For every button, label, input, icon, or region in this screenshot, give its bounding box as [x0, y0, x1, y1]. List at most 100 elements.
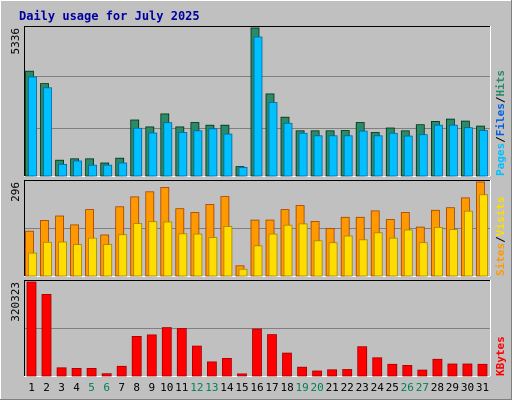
bar-kbytes-day-9 [146, 334, 157, 377]
x-tick-label: 16 [250, 381, 263, 394]
bar-kbytes-day-7 [116, 365, 127, 377]
bar-files-day-21 [328, 135, 338, 177]
x-tick-label: 30 [461, 381, 474, 394]
bar-kbytes-day-6 [101, 373, 112, 377]
panel-max-label: 320323 [9, 282, 22, 322]
bar-files-day-31 [479, 130, 488, 177]
bar-files-day-4 [73, 160, 82, 177]
bar-files-day-28 [433, 124, 443, 177]
x-tick-label: 18 [280, 381, 293, 394]
x-tick-label: 14 [220, 381, 234, 394]
bar-files-day-11 [178, 132, 188, 177]
legend-kbytes: KBytes [494, 336, 507, 376]
legend-text: KBytes [494, 336, 507, 376]
bar-sites-day-7 [118, 234, 128, 277]
x-tick-label: 10 [160, 381, 173, 394]
bar-kbytes-day-27 [417, 369, 428, 377]
legend-files: Files [494, 103, 507, 136]
legend-text: Pages/Files/Hits [494, 70, 507, 176]
bar-kbytes-day-2 [41, 293, 52, 377]
bar-sites-day-3 [58, 241, 67, 277]
bar-sites-day-21 [328, 242, 338, 277]
bar-sites-day-18 [283, 224, 293, 277]
bar-sites-day-23 [358, 239, 368, 277]
legend-hits: Hits [494, 70, 507, 97]
bar-sites-day-11 [178, 233, 188, 277]
bar-kbytes-day-23 [357, 346, 368, 377]
legend-pages: Pages [494, 143, 507, 176]
x-tick-label: 12 [190, 381, 203, 394]
bar-files-day-5 [88, 164, 97, 177]
panel-legend: Pages/Files/Hits [494, 70, 507, 176]
x-tick-label: 27 [416, 381, 429, 394]
bar-files-day-7 [118, 162, 128, 177]
x-tick-label: 1 [28, 381, 35, 394]
bar-sites-day-16 [253, 245, 263, 277]
bar-sites-day-28 [433, 226, 443, 277]
x-tick-label: 5 [88, 381, 95, 394]
bar-kbytes-day-26 [402, 364, 413, 377]
bar-files-day-17 [268, 102, 278, 177]
bar-kbytes-day-19 [297, 366, 308, 377]
x-tick-label: 23 [356, 381, 369, 394]
panel-legend: KBytes [494, 336, 507, 376]
bar-kbytes-day-14 [221, 357, 232, 377]
bar-sites-day-1 [28, 252, 37, 277]
x-tick-label: 3 [58, 381, 65, 394]
x-tick-label: 26 [401, 381, 414, 394]
x-tick-label: 22 [341, 381, 354, 394]
chart-title: Daily usage for July 2025 [19, 9, 200, 23]
x-tick-label: 24 [371, 381, 385, 394]
bar-files-day-24 [373, 135, 383, 177]
bar-files-day-13 [208, 128, 218, 177]
bar-kbytes-day-8 [131, 335, 142, 377]
bar-sites-day-27 [418, 242, 428, 277]
x-tick-label: 29 [446, 381, 459, 394]
bar-sites-day-13 [208, 237, 218, 277]
bar-sites-day-9 [148, 221, 158, 277]
bar-files-day-23 [358, 130, 368, 177]
x-tick-label: 20 [310, 381, 323, 394]
bar-kbytes-day-3 [56, 367, 67, 377]
bar-kbytes-day-22 [342, 369, 353, 377]
x-tick-label: 13 [205, 381, 218, 394]
bar-files-day-19 [298, 132, 308, 177]
bar-kbytes-day-1 [26, 281, 37, 377]
bar-files-day-26 [403, 135, 413, 177]
bar-kbytes-day-4 [71, 367, 82, 377]
legend-separator: / [494, 136, 507, 143]
bar-sites-day-5 [88, 237, 97, 277]
x-tick-label: 17 [265, 381, 278, 394]
x-tick-label: 19 [295, 381, 308, 394]
x-tick-label: 21 [326, 381, 339, 394]
chart-panels: 5336Pages/Files/Hits296Sites/Visits32032… [9, 26, 507, 377]
bar-kbytes-day-10 [161, 327, 172, 377]
bar-files-day-18 [283, 122, 293, 177]
bar-kbytes-day-24 [372, 357, 383, 377]
bar-kbytes-day-17 [267, 334, 277, 377]
bar-sites-day-2 [43, 241, 52, 277]
bar-kbytes-day-11 [176, 328, 187, 377]
bar-kbytes-day-5 [86, 367, 97, 377]
x-tick-label: 9 [148, 381, 155, 394]
bar-sites-day-14 [223, 226, 233, 277]
bar-kbytes-day-21 [327, 369, 338, 377]
x-tick-label: 7 [118, 381, 125, 394]
bar-files-day-14 [223, 133, 233, 177]
panel-kbytes: 320323 KBytes [9, 280, 507, 377]
panel-legend: Sites/Visits [494, 197, 507, 277]
bar-files-day-20 [313, 135, 323, 177]
bar-sites-day-8 [133, 223, 143, 277]
bar-files-day-8 [133, 127, 143, 177]
bar-files-day-9 [148, 132, 158, 177]
bar-files-day-6 [103, 164, 113, 177]
bar-files-day-2 [43, 87, 52, 177]
bar-files-day-1 [28, 76, 37, 177]
x-tick-label: 4 [73, 381, 80, 394]
x-tick-label: 11 [175, 381, 188, 394]
bar-sites-day-30 [463, 210, 473, 277]
bar-sites-day-12 [193, 233, 203, 277]
bar-sites-day-6 [103, 244, 113, 277]
bar-kbytes-day-12 [191, 345, 202, 377]
